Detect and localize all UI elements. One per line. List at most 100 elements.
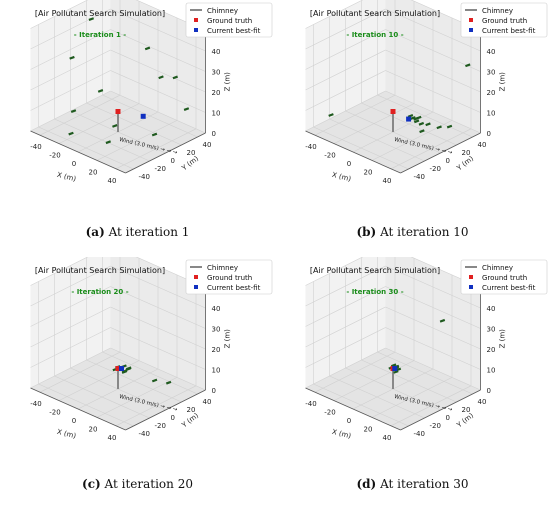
x-tick-label: 20 (89, 168, 98, 176)
grid-line (305, 265, 386, 307)
grid-line (305, 286, 386, 327)
particle-mark (465, 63, 471, 68)
x-tick-label: -20 (324, 152, 335, 160)
x-tick-label: -40 (30, 400, 41, 408)
grid-line (110, 90, 206, 134)
caption-c-label: (c) (82, 477, 101, 491)
particle-mark (436, 125, 442, 130)
y-axis-label: Y (m) (180, 411, 201, 430)
y-tick-label: 20 (462, 149, 471, 157)
grid-line (361, 359, 457, 403)
z-axis-label: Z (m) (499, 329, 507, 349)
grid-line (110, 70, 206, 113)
z-tick-label: 10 (212, 367, 221, 375)
caption-c: (c) At iteration 20 (0, 477, 275, 491)
grid-line (30, 306, 111, 348)
z-tick-label: 20 (487, 89, 496, 97)
y-tick-label: -20 (155, 165, 166, 173)
grid-line (30, 49, 111, 91)
caption-d-label: (d) (356, 477, 377, 491)
grid-line (102, 94, 198, 138)
z-tick-label: 40 (487, 48, 496, 56)
grid-line (110, 265, 206, 309)
z-tick-label: 20 (487, 346, 496, 354)
y-tick-label: -40 (414, 173, 425, 181)
grid-line (30, 327, 111, 368)
particle-mark (410, 116, 416, 120)
grid-line (385, 70, 481, 113)
legend-box (185, 259, 273, 295)
y-tick-label: 40 (478, 141, 487, 149)
x-tick-label: 0 (72, 160, 76, 168)
best-fit-mark (119, 366, 124, 372)
grid-line (377, 351, 473, 395)
grid-line (305, 90, 386, 132)
z-axis-label: Z (m) (224, 329, 232, 349)
chart-subtitle: - Iteration 20 - (71, 288, 128, 296)
particle-mark (144, 46, 151, 51)
grid-line (30, 0, 89, 29)
z-tick-label: 40 (212, 305, 221, 313)
grid-line (110, 306, 206, 350)
legend-chimney-label: Chimney (482, 264, 513, 272)
grid-line (305, 70, 386, 111)
x-tick-label: 40 (108, 434, 117, 442)
grid-line (377, 94, 473, 138)
y-tick-label: 20 (187, 406, 196, 414)
y-tick-label: -20 (430, 165, 441, 173)
grid-line (305, 257, 364, 286)
grid-line (305, 29, 386, 70)
particle-mark (97, 89, 104, 93)
grid-line (385, 8, 481, 52)
grid-line (385, 286, 481, 329)
y-tick-label: 40 (203, 398, 212, 406)
y-tick-label: -40 (414, 430, 425, 438)
particle-mark (126, 366, 132, 371)
x-tick-label: -40 (305, 143, 316, 151)
particle-mark (439, 318, 446, 323)
x-tick-label: -40 (30, 143, 41, 151)
chart-title: [Air Pollutant Search Simulation] (310, 266, 440, 275)
grid-line (313, 383, 409, 427)
particle-mark (413, 119, 420, 124)
z-axis-label: Z (m) (499, 72, 507, 92)
legend-ground-truth-swatch (469, 18, 473, 22)
legend-best-fit-swatch (194, 285, 198, 289)
y-tick-label: 40 (478, 398, 487, 406)
caption-d: (d) At iteration 30 (275, 477, 550, 491)
legend-ground-truth-label: Ground truth (207, 274, 252, 282)
grid-line (110, 347, 206, 391)
particle-mark (419, 129, 425, 134)
chart-title: [Air Pollutant Search Simulation] (35, 9, 165, 18)
grid-line (305, 347, 386, 389)
x-tick-label: 0 (347, 417, 351, 425)
legend-best-fit-label: Current best-fit (482, 284, 536, 292)
legend-ground-truth-swatch (469, 275, 473, 279)
z-tick-label: 10 (487, 110, 496, 118)
z-tick-label: 0 (212, 130, 216, 138)
z-tick-label: 10 (487, 367, 496, 375)
ground-truth-mark (115, 109, 121, 114)
legend-best-fit-label: Current best-fit (207, 27, 261, 35)
y-tick-label: -40 (139, 430, 150, 438)
y-tick-label: 0 (446, 157, 450, 165)
legend-box (460, 259, 548, 295)
grid-line (313, 126, 409, 170)
x-axis-line (305, 387, 401, 431)
x-tick-label: -20 (49, 409, 60, 417)
particle-mark (183, 107, 190, 111)
legend-ground-truth-label: Ground truth (207, 17, 252, 25)
legend-ground-truth-swatch (194, 275, 198, 279)
grid-line (329, 118, 425, 162)
z-tick-label: 0 (212, 387, 216, 395)
legend-best-fit-swatch (469, 285, 473, 289)
y-tick-label: -20 (430, 422, 441, 430)
caption-b-text: At iteration 10 (380, 225, 469, 239)
particle-mark (69, 55, 75, 60)
particle-mark (418, 121, 425, 126)
caption-b: (b) At iteration 10 (275, 225, 550, 239)
